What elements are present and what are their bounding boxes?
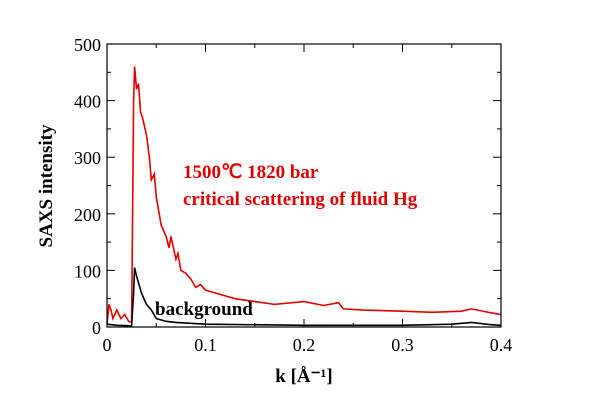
annotation-description: critical scattering of fluid Hg [183,189,418,210]
y-tick-label: 200 [74,205,101,225]
series-fluid-hg-line [106,66,502,325]
x-axis-label: k [Å⁻¹] [275,366,332,387]
x-tick-label: 0 [103,335,112,355]
y-tick-label: 400 [74,92,101,112]
y-axis-label: SAXS intensity [36,124,57,247]
annotation-background: background [155,299,253,320]
y-tick-label: 100 [74,261,101,281]
plot-frame [106,43,502,328]
x-tick-label: 0.1 [194,335,217,355]
x-tick-label: 0.2 [293,335,316,355]
x-tick-label: 0.4 [490,335,513,355]
annotation-condition: 1500℃ 1820 bar [183,162,319,183]
y-tick-label: 300 [74,148,101,168]
y-tick-label: 500 [74,35,101,55]
y-tick-label: 0 [92,318,101,338]
x-tick-label: 0.3 [391,335,414,355]
